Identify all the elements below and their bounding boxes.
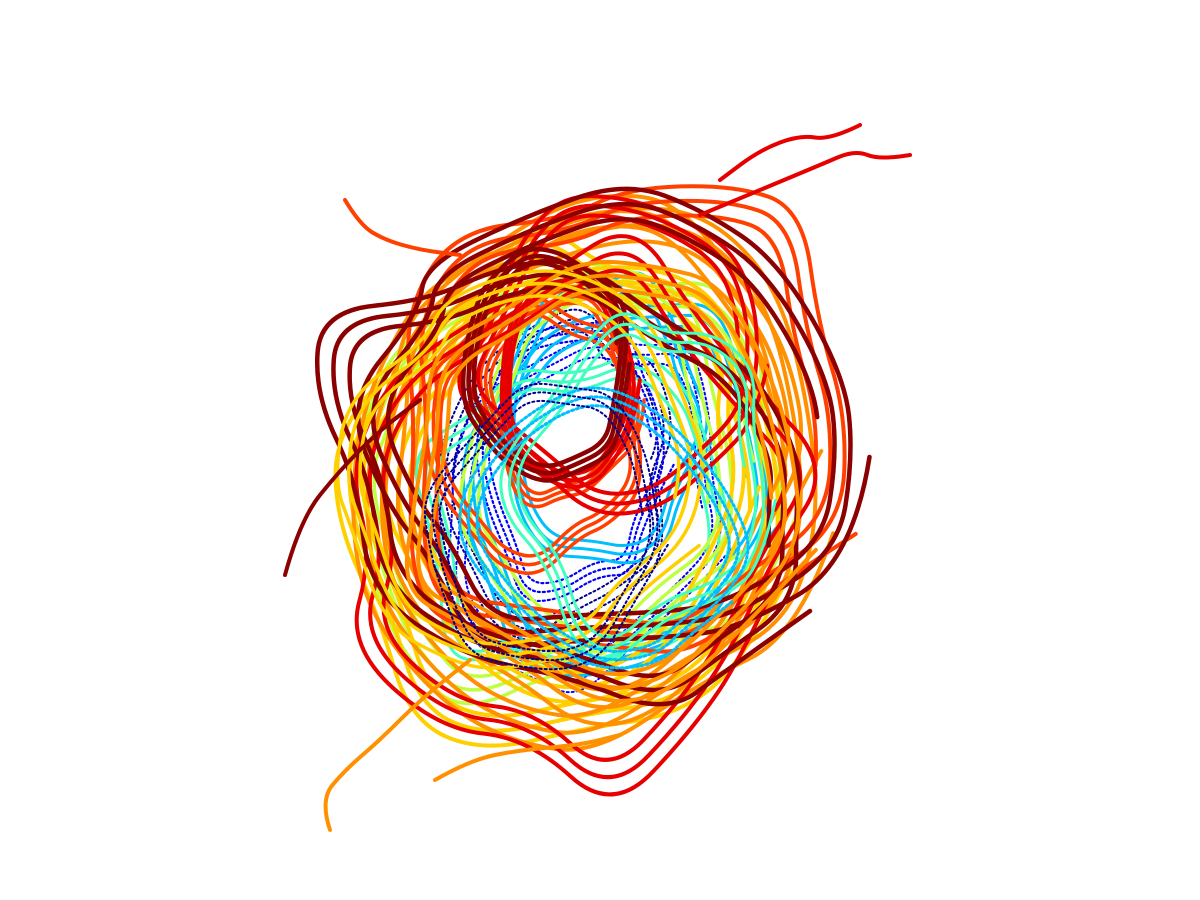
trajectory-loop (499, 312, 777, 661)
trajectory-loop (404, 259, 818, 703)
trajectory-tail (343, 198, 462, 257)
trajectory-tail (698, 151, 912, 217)
trajectory-loop (458, 386, 750, 670)
trajectory-tail (718, 123, 862, 182)
trajectory-loop (499, 271, 642, 489)
trajectory-tail (283, 398, 422, 577)
trajectory-loop (423, 382, 669, 671)
trajectory-loop (314, 258, 813, 707)
trajectory-tail (323, 658, 472, 832)
trajectory-loop (356, 186, 872, 648)
trajectory-tail (433, 733, 622, 782)
